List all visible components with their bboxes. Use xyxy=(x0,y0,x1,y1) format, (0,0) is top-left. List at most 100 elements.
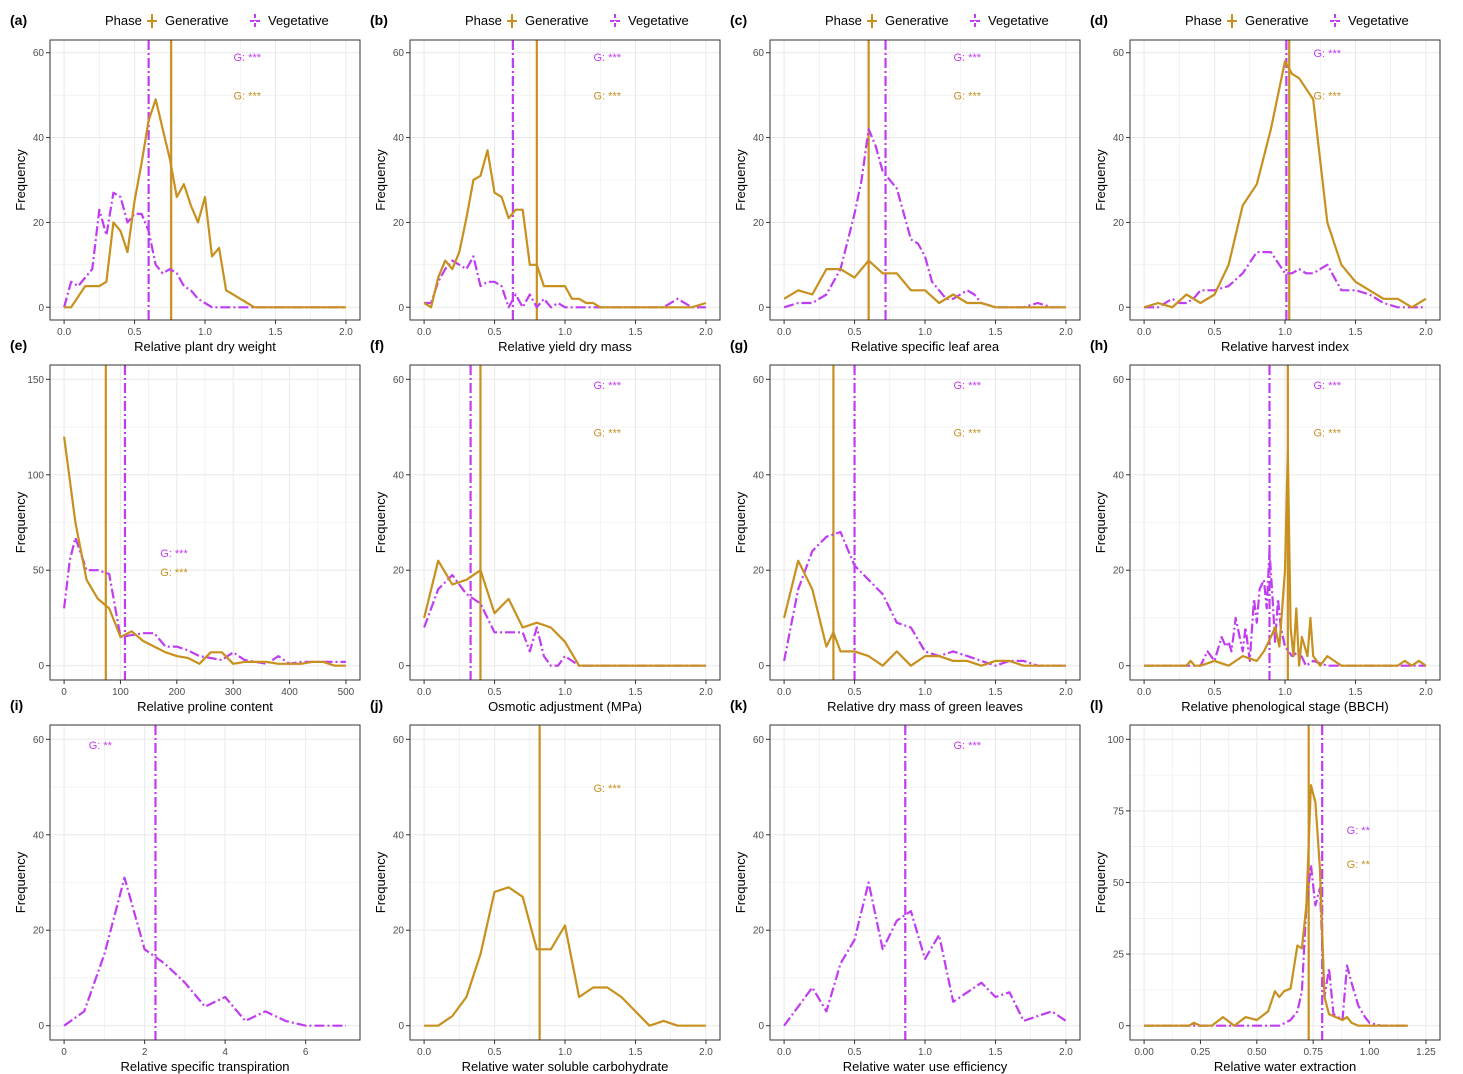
panel-frame xyxy=(769,364,1081,681)
x-tick-label: 2 xyxy=(142,1047,148,1058)
x-axis-label: Relative specific transpiration xyxy=(120,1059,289,1074)
series-line-vegetative xyxy=(423,573,706,667)
y-tick-label: 20 xyxy=(33,218,45,229)
y-tick-label: 50 xyxy=(1113,878,1125,889)
panel-letter: (h) xyxy=(1090,337,1108,353)
y-tick-label: 20 xyxy=(1113,566,1125,577)
y-tick-label: 20 xyxy=(753,926,765,937)
x-axis-label: Relative yield dry mass xyxy=(498,339,632,354)
panel-letter: (k) xyxy=(730,697,747,713)
legend-label-vegetative: Vegetative xyxy=(1348,13,1409,28)
y-tick-label: 20 xyxy=(393,566,405,577)
y-tick-label: 40 xyxy=(1113,470,1125,481)
y-tick-label: 40 xyxy=(753,830,765,841)
series-line-vegetative xyxy=(1144,251,1426,309)
x-tick-label: 1.5 xyxy=(989,1047,1003,1058)
x-axis-label: Relative proline content xyxy=(137,699,273,714)
legend-group: Phase Generative Vegetative xyxy=(825,13,1049,28)
y-tick-label: 60 xyxy=(33,735,45,746)
y-tick-label: 20 xyxy=(1113,218,1125,229)
y-tick-label: 60 xyxy=(1113,375,1125,386)
y-tick-label: 0 xyxy=(398,303,404,314)
x-tick-label: 0.0 xyxy=(777,327,791,338)
x-tick-label: 1.5 xyxy=(629,1047,643,1058)
y-tick-label: 40 xyxy=(33,133,45,144)
legend-label-generative: Generative xyxy=(1245,13,1309,28)
x-tick-label: 0.0 xyxy=(777,1047,791,1058)
x-tick-label: 2.0 xyxy=(1059,327,1073,338)
y-tick-label: 60 xyxy=(753,735,765,746)
series-line-vegetative xyxy=(783,530,1066,667)
y-axis-label: Frequency xyxy=(733,491,748,553)
y-tick-label: 100 xyxy=(1107,735,1124,746)
legend-label-vegetative: Vegetative xyxy=(268,13,329,28)
significance-annotation: G: *** xyxy=(1314,48,1342,60)
panel-frame xyxy=(49,364,361,681)
x-tick-label: 0.5 xyxy=(848,687,862,698)
panel-h: 0.0 0.5 1.0 1.5 2.0 0 20 40 60 G: *** G: *** Relati… xyxy=(1090,337,1441,714)
panel-letter: (l) xyxy=(1090,697,1103,713)
x-tick-label: 0.0 xyxy=(417,687,431,698)
x-tick-label: 0.0 xyxy=(1137,687,1151,698)
y-axis-label: Frequency xyxy=(13,149,28,211)
panel-c: 0.0 0.5 1.0 1.5 2.0 0 20 40 60 G: *** G: *** Relati… xyxy=(730,12,1081,354)
panel-frame xyxy=(49,39,361,321)
panel-letter: (i) xyxy=(10,697,23,713)
x-tick-label: 100 xyxy=(112,687,129,698)
x-axis-label: Relative harvest index xyxy=(1221,339,1349,354)
y-tick-label: 40 xyxy=(753,470,765,481)
series-line-vegetative xyxy=(63,536,346,665)
y-axis-label: Frequency xyxy=(733,149,748,211)
y-axis-label: Frequency xyxy=(373,149,388,211)
series-line-generative xyxy=(423,149,707,309)
panel-frame xyxy=(409,724,721,1041)
y-tick-label: 40 xyxy=(1113,133,1125,144)
panel-frame xyxy=(1129,724,1441,1041)
y-tick-label: 0 xyxy=(38,1021,44,1032)
x-tick-label: 0.5 xyxy=(488,327,502,338)
x-tick-label: 0.0 xyxy=(57,327,71,338)
x-tick-label: 2.0 xyxy=(1419,327,1433,338)
x-tick-label: 1.25 xyxy=(1416,1047,1436,1058)
y-tick-label: 0 xyxy=(1118,661,1124,672)
y-tick-label: 60 xyxy=(753,48,765,59)
y-tick-label: 0 xyxy=(758,1021,764,1032)
y-tick-label: 20 xyxy=(753,566,765,577)
x-axis-label: Relative water soluble carbohydrate xyxy=(462,1059,669,1074)
x-tick-label: 0.5 xyxy=(488,1047,502,1058)
y-tick-label: 20 xyxy=(393,218,405,229)
x-tick-label: 200 xyxy=(168,687,185,698)
panel-frame xyxy=(769,39,1081,321)
x-tick-label: 300 xyxy=(225,687,242,698)
x-tick-label: 0.0 xyxy=(777,687,791,698)
x-tick-label: 1.0 xyxy=(558,327,572,338)
y-tick-label: 0 xyxy=(1118,303,1124,314)
x-tick-label: 1.5 xyxy=(269,327,283,338)
x-axis-label: Relative phenological stage (BBCH) xyxy=(1181,699,1388,714)
y-tick-label: 40 xyxy=(393,470,405,481)
significance-annotation: G: *** xyxy=(954,90,982,102)
series-line-generative xyxy=(1144,449,1427,667)
y-tick-label: 40 xyxy=(33,830,45,841)
significance-annotation: G: *** xyxy=(594,90,622,102)
x-tick-label: 1.5 xyxy=(989,687,1003,698)
x-tick-label: 2.0 xyxy=(1059,687,1073,698)
legend-title: Phase xyxy=(465,13,502,28)
series-line-vegetative xyxy=(63,876,346,1027)
y-tick-label: 60 xyxy=(1113,48,1125,59)
significance-annotation: G: ** xyxy=(1347,859,1371,871)
significance-annotation: G: *** xyxy=(954,428,982,440)
panel-letter: (a) xyxy=(10,12,27,28)
significance-annotation: G: *** xyxy=(594,380,622,392)
panel-g: 0.0 0.5 1.0 1.5 2.0 0 20 40 60 G: *** G: *** Relati… xyxy=(730,337,1081,714)
x-tick-label: 0.00 xyxy=(1134,1047,1154,1058)
x-tick-label: 0.0 xyxy=(417,1047,431,1058)
x-tick-label: 1.5 xyxy=(629,687,643,698)
x-axis-label: Relative plant dry weight xyxy=(134,339,276,354)
x-tick-label: 1.0 xyxy=(918,1047,932,1058)
panel-letter: (f) xyxy=(370,337,384,353)
x-tick-label: 6 xyxy=(303,1047,309,1058)
panel-frame xyxy=(1129,39,1441,321)
legend-title: Phase xyxy=(1185,13,1222,28)
